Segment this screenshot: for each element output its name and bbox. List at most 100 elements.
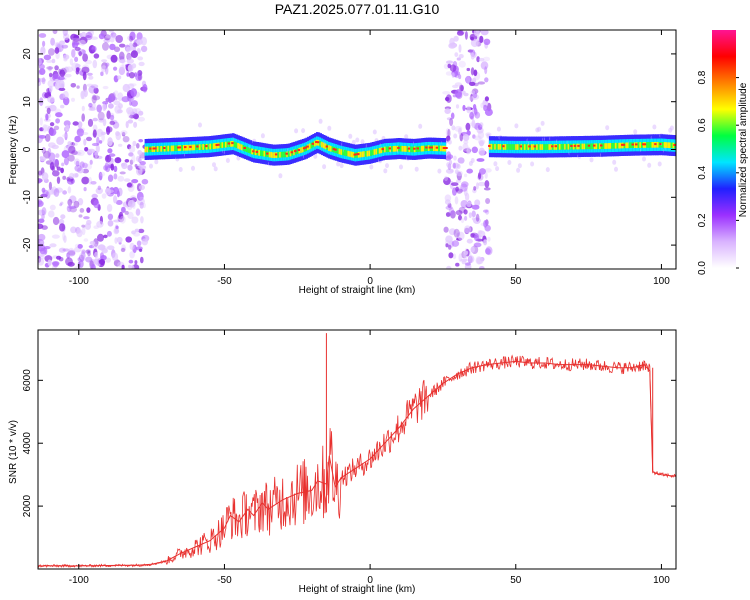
- noise-speckle: [113, 195, 118, 204]
- noise-speckle: [107, 148, 113, 154]
- ridge-band-core: [585, 143, 588, 150]
- ridge-band-core: [193, 144, 197, 151]
- noise-speckle: [56, 166, 61, 171]
- noise-speckle: [130, 50, 138, 58]
- ridge-band-core: [370, 150, 373, 156]
- x-tick-label: 100: [653, 575, 670, 586]
- ridge-band-core: [602, 143, 606, 149]
- noise-speckle: [462, 143, 469, 152]
- noise-speckle: [50, 37, 55, 46]
- noise-speckle: [88, 102, 93, 108]
- ridge-band-core: [581, 143, 585, 150]
- noise-speckle: [39, 127, 44, 132]
- noise-speckle: [71, 49, 76, 58]
- colorbar: 0.0 0.2 0.4 0.6 0.8 Normalized spectral ampl…: [697, 30, 749, 275]
- noise-speckle: [472, 104, 477, 110]
- noise-speckle: [48, 128, 57, 136]
- noise-speckle: [119, 59, 126, 64]
- noise-speckle: [484, 96, 489, 102]
- noise-speckle: [443, 226, 449, 233]
- ridge-band-core: [490, 143, 494, 150]
- ridge-peak: [178, 146, 184, 149]
- noise-speckle: [102, 101, 109, 105]
- noise-speckle: [101, 59, 108, 63]
- noise-speckle: [454, 125, 463, 132]
- ridge-halo: [514, 123, 519, 129]
- noise-speckle: [76, 128, 85, 137]
- noise-speckle: [94, 151, 98, 158]
- ridge-halo: [612, 159, 617, 165]
- ridge-band-core: [342, 149, 345, 156]
- noise-speckle: [62, 90, 69, 99]
- noise-speckle: [91, 45, 97, 53]
- noise-speckle: [129, 159, 134, 165]
- ridge-band-core: [637, 142, 641, 148]
- noise-speckle: [484, 180, 490, 188]
- noise-speckle: [453, 228, 460, 238]
- ridge-band-core: [225, 141, 228, 148]
- noise-speckle: [121, 96, 130, 103]
- ridge-halo: [496, 126, 501, 132]
- noise-speckle: [117, 75, 122, 80]
- noise-speckle: [83, 138, 87, 146]
- noise-speckle: [116, 236, 123, 243]
- noise-speckle: [445, 128, 450, 137]
- noise-speckle: [45, 113, 49, 121]
- ridge-halo: [339, 163, 344, 169]
- ridge-peak: [290, 151, 296, 154]
- noise-speckle: [55, 118, 60, 124]
- ridge-band-core: [609, 143, 613, 149]
- noise-speckle: [479, 35, 484, 44]
- noise-speckle: [122, 83, 130, 93]
- ridge-halo: [385, 163, 389, 169]
- noise-speckle: [76, 229, 83, 238]
- noise-speckle: [93, 53, 100, 59]
- noise-speckle: [73, 151, 82, 156]
- noise-speckle: [138, 61, 145, 67]
- ridge-band-core: [385, 146, 389, 153]
- noise-speckle: [87, 148, 96, 154]
- noise-speckle: [130, 264, 135, 269]
- ridge-band-core: [536, 144, 539, 150]
- noise-speckle: [95, 187, 104, 194]
- ridge-band-core: [562, 143, 565, 150]
- ridge-band-core: [422, 145, 426, 152]
- noise-speckle: [60, 167, 64, 174]
- noise-speckle: [476, 56, 480, 63]
- ridge-halo: [454, 169, 459, 175]
- noise-speckle: [445, 71, 453, 76]
- y-tick-label: -20: [22, 237, 33, 252]
- noise-speckle: [98, 33, 105, 40]
- noise-speckle: [48, 142, 56, 149]
- noise-speckle: [59, 203, 63, 207]
- ridge-halo: [446, 162, 451, 168]
- noise-speckle: [85, 163, 92, 170]
- noise-speckle: [470, 246, 475, 253]
- ridge-band-core: [597, 143, 600, 150]
- ridge-band-core: [366, 150, 370, 157]
- noise-speckle: [126, 203, 133, 211]
- noise-speckle: [463, 250, 469, 256]
- noise-speckle: [131, 100, 138, 107]
- noise-speckle: [449, 117, 454, 127]
- noise-speckle: [62, 248, 70, 252]
- ridge-band-core: [364, 151, 368, 157]
- noise-speckle: [128, 35, 134, 42]
- noise-speckle: [463, 187, 468, 197]
- noise-speckle: [91, 142, 100, 147]
- ridge-band-core: [611, 143, 614, 149]
- noise-speckle: [58, 87, 66, 91]
- noise-speckle: [472, 134, 476, 139]
- ridge-halo: [447, 139, 452, 145]
- ridge-band-core: [651, 142, 655, 148]
- noise-speckle: [51, 261, 60, 266]
- noise-speckle: [81, 226, 86, 236]
- noise-speckle: [464, 173, 468, 178]
- ridge-halo: [614, 166, 618, 172]
- noise-speckle: [38, 199, 43, 205]
- noise-speckle: [77, 198, 84, 206]
- noise-speckle: [137, 150, 143, 155]
- ridge-band-core: [565, 143, 569, 150]
- noise-speckle: [68, 145, 76, 154]
- noise-speckle: [470, 52, 475, 60]
